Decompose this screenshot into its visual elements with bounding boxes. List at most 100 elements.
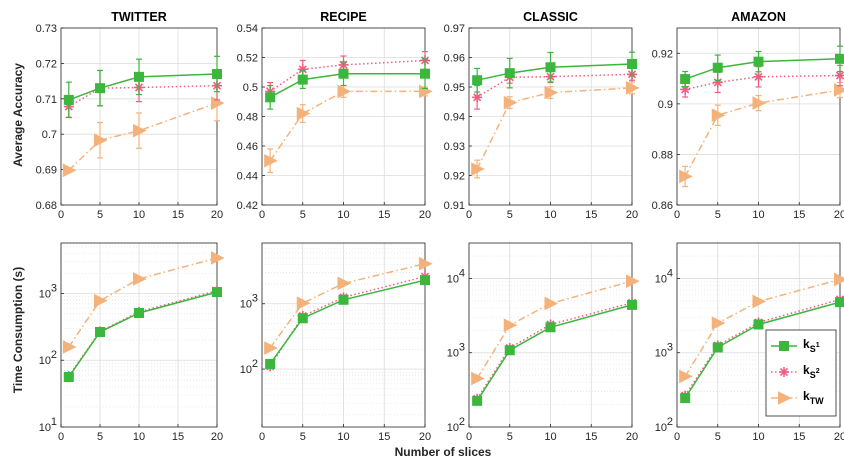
series-kS1 [472,299,637,406]
x-tick-label: 5 [507,209,513,221]
x-tick-label: 5 [97,209,103,221]
y-tick-exponent: 2 [667,416,673,428]
marker-square [338,294,349,305]
y-tick-exponent: 4 [459,267,465,279]
x-tick-label: 10 [752,431,764,443]
y-tick-exponent: 3 [667,342,673,354]
marker-triangle [337,84,352,99]
y-tick-label: 10 [39,422,51,434]
series-line [68,102,218,171]
y-tick-exponent: 2 [252,358,258,370]
x-tick-label: 0 [466,209,472,221]
x-tick-label: 20 [419,431,431,443]
marker-square [680,393,691,404]
legend: kS1 kS2 kTW [765,329,837,417]
marker-square [420,68,430,79]
x-tick-label: 10 [133,431,145,443]
y-tick-label: 0.5 [243,82,258,94]
series-kS1 [265,58,430,110]
marker-square [627,58,637,69]
y-tick-label: 0.54 [237,23,258,35]
y-tick-label: 0.9 [658,99,673,111]
marker-triangle [337,276,352,291]
chart-panel-4: 0 5 10 15 20 0.86 0.88 0.9 0.92 AMAZON [652,10,844,221]
x-tick-label: 20 [834,209,844,221]
legend-entry-kTW: kTW [771,389,824,406]
y-tick-label: 0.44 [237,171,258,183]
y-tick-label: 0.52 [237,53,258,65]
x-tick-label: 0 [259,209,265,221]
series-kTW [471,81,640,179]
y-tick-label: 0.72 [36,58,57,70]
y-tick-label: 10 [447,273,459,285]
marker-triangle [296,296,311,310]
y-tick-label: 0.97 [444,23,465,35]
chart-panel-3: 0 5 10 15 20 0.91 0.92 0.93 0.94 0.95 0.96 0.97 CLAS… [444,10,640,221]
marker-triangle [133,272,147,286]
marker-triangle [834,272,844,287]
series-line [684,298,841,397]
y-tick-label: 0.86 [652,200,673,212]
marker-triangle [503,318,518,332]
marker-triangle [679,169,693,184]
x-tick-label: 15 [793,431,805,443]
marker-square [63,94,74,105]
x-tick-label: 5 [715,431,721,443]
marker-asterisk [753,71,764,82]
x-tick-label: 5 [300,209,306,221]
legend-entry-kS2: kS2 [771,363,820,380]
series-kS1 [63,287,222,383]
marker-square [545,322,556,333]
marker-triangle [94,293,108,308]
marker-square [265,358,276,369]
marker-triangle [626,274,640,288]
y-tick-label: 0.93 [444,141,465,153]
marker-triangle [626,81,640,95]
series-kS1 [63,55,222,119]
series-line [476,304,633,402]
marker-asterisk [779,367,789,377]
legend-label: kS2 [803,363,820,380]
x-label: Number of slices [395,445,492,459]
y-tick-label: 0.42 [237,200,258,212]
marker-triangle [778,391,792,405]
series-kTW [264,256,433,355]
x-tick-label: 0 [674,209,680,221]
y-label-time: Time Consumption (s) [11,267,25,393]
series-line [269,262,426,349]
x-tick-label: 15 [585,209,597,221]
series-line [684,74,841,91]
marker-square [835,53,844,64]
y-tick-exponent: 2 [51,349,57,361]
marker-square [212,69,222,80]
y-tick-label: 10 [447,422,459,434]
series-kS1 [265,275,430,369]
marker-square [297,313,308,324]
marker-triangle [752,294,767,309]
x-tick-label: 0 [674,431,680,443]
marker-triangle [711,316,726,330]
marker-triangle [133,123,147,138]
y-tick-label: 0.91 [444,200,465,212]
x-tick-label: 5 [300,431,306,443]
x-tick-label: 10 [133,209,145,221]
x-tick-label: 20 [211,431,223,443]
marker-square [753,56,764,67]
x-tick-label: 10 [544,431,556,443]
series-line [68,73,218,101]
series-line [68,289,218,377]
series-line [684,278,841,377]
marker-square [297,74,308,85]
y-tick-label: 10 [655,348,667,360]
chart-panel-1: 0 5 10 15 20 0.68 0.69 0.7 0.71 0.72 0.73 TWITTER [36,10,225,221]
y-tick-label: 10 [655,273,667,285]
marker-square [545,62,556,73]
y-tick-label: 0.92 [444,171,465,183]
series-line [269,279,426,365]
legend-box [765,329,837,417]
x-tick-label: 15 [378,209,390,221]
series-line [269,59,426,93]
x-tick-label: 0 [58,431,64,443]
